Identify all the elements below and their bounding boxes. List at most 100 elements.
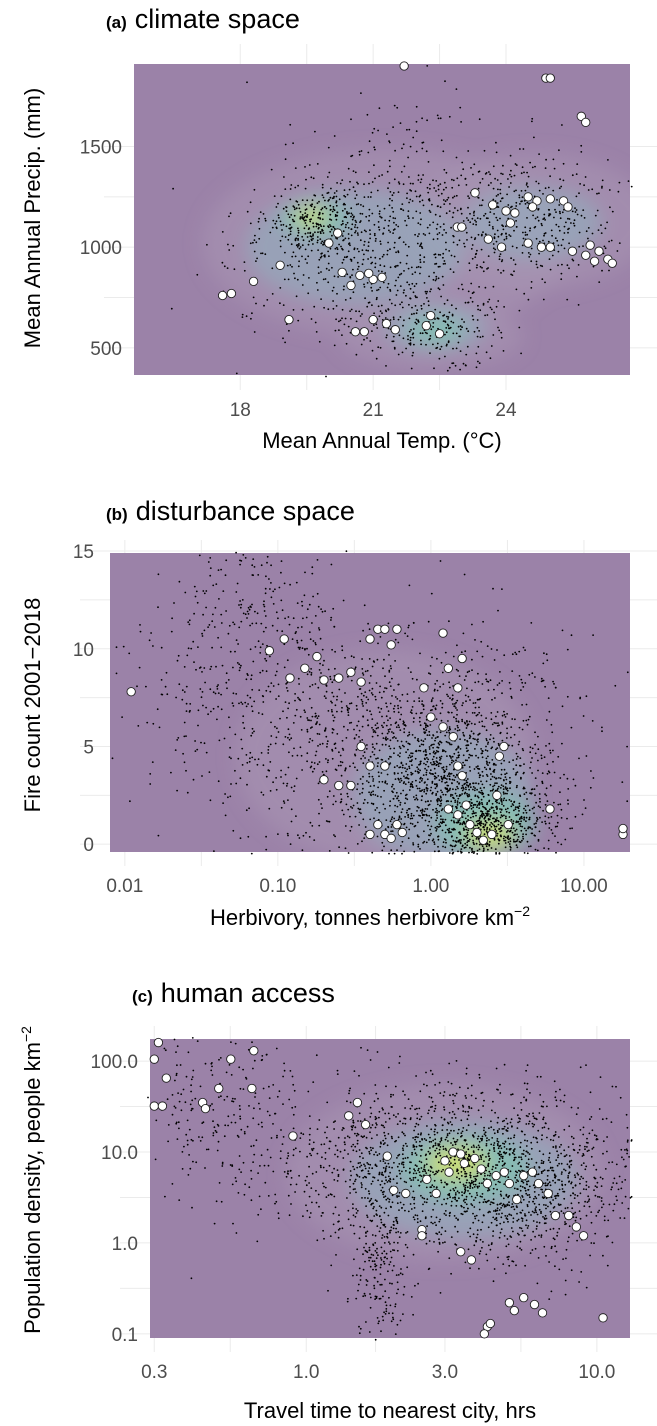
- data-point: [478, 776, 481, 779]
- data-point: [418, 720, 421, 723]
- data-point: [523, 793, 526, 796]
- data-point: [518, 740, 521, 743]
- data-point: [563, 225, 566, 228]
- data-point: [435, 275, 438, 278]
- data-point: [371, 304, 373, 307]
- data-point: [385, 310, 388, 313]
- data-point: [301, 604, 304, 607]
- data-point: [408, 733, 411, 736]
- data-point: [318, 200, 320, 203]
- data-point: [302, 617, 304, 620]
- data-point: [470, 722, 473, 725]
- data-point: [542, 809, 544, 812]
- data-point: [480, 1158, 483, 1160]
- data-point: [469, 754, 472, 757]
- data-point: [204, 681, 207, 684]
- data-point: [392, 1114, 395, 1117]
- data-point: [294, 277, 296, 280]
- data-point: [431, 737, 433, 739]
- data-point: [415, 120, 418, 123]
- data-point: [440, 719, 443, 722]
- data-point: [463, 735, 466, 737]
- data-point: [452, 703, 454, 705]
- data-point: [432, 179, 434, 182]
- data-point: [449, 763, 451, 766]
- data-point: [495, 777, 498, 780]
- data-point: [513, 1107, 515, 1110]
- data-point: [491, 802, 494, 805]
- data-point: [326, 743, 329, 745]
- data-point: [465, 727, 468, 729]
- data-point: [499, 182, 502, 185]
- data-point: [583, 799, 585, 801]
- data-point: [412, 217, 414, 219]
- data-point: [490, 345, 493, 347]
- data-point: [353, 256, 356, 259]
- data-point: [295, 237, 298, 240]
- data-point: [601, 730, 603, 733]
- data-point: [276, 727, 278, 730]
- data-point: [433, 253, 436, 256]
- data-point: [339, 182, 342, 185]
- data-point: [429, 709, 432, 712]
- data-point: [469, 770, 472, 772]
- data-point: [417, 738, 419, 740]
- data-point: [234, 769, 236, 772]
- data-point: [319, 238, 322, 241]
- data-point: [493, 839, 496, 841]
- data-point: [476, 326, 479, 329]
- data-point: [399, 804, 402, 806]
- data-point: [365, 1235, 367, 1237]
- data-point: [393, 246, 396, 249]
- data-point: [425, 724, 427, 727]
- data-point: [344, 1137, 346, 1139]
- data-point: [346, 708, 349, 711]
- data-point: [415, 312, 418, 315]
- data-point: [397, 353, 400, 356]
- data-point: [477, 233, 480, 236]
- data-point: [536, 816, 538, 819]
- data-point: [216, 688, 219, 690]
- data-point: [467, 744, 470, 747]
- data-point: [340, 223, 343, 226]
- data-point: [398, 816, 401, 819]
- data-point: [475, 366, 478, 369]
- data-point: [312, 595, 314, 598]
- data-point: [410, 815, 413, 817]
- data-point: [491, 226, 494, 228]
- data-point: [510, 175, 513, 178]
- data-point: [362, 629, 364, 632]
- data-point: [289, 233, 292, 236]
- data-point: [258, 689, 261, 691]
- data-point: [426, 734, 429, 736]
- data-point: [536, 818, 539, 821]
- data-point: [378, 315, 381, 318]
- data-point: [192, 640, 195, 643]
- data-point: [368, 171, 370, 174]
- data-point: [442, 683, 445, 685]
- data-point: [515, 814, 518, 817]
- data-point: [357, 234, 359, 236]
- data-point: [457, 751, 460, 754]
- data-point: [492, 806, 494, 809]
- data-point: [417, 174, 420, 177]
- data-point: [397, 276, 400, 279]
- data-point: [235, 639, 238, 641]
- data-point: [446, 1197, 449, 1200]
- data-point: [401, 1147, 404, 1150]
- data-point: [410, 329, 412, 331]
- data-point: [390, 818, 393, 821]
- data-point: [472, 291, 475, 294]
- data-point: [220, 708, 223, 711]
- data-point: [458, 782, 460, 784]
- data-point: [443, 229, 445, 231]
- data-point: [388, 140, 390, 143]
- data-point: [311, 622, 313, 624]
- data-point: [211, 620, 214, 623]
- data-point: [411, 354, 414, 357]
- data-point: [285, 683, 287, 685]
- data-point: [474, 256, 477, 258]
- data-point: [385, 336, 388, 339]
- data-point: [467, 150, 470, 152]
- data-point: [341, 308, 344, 311]
